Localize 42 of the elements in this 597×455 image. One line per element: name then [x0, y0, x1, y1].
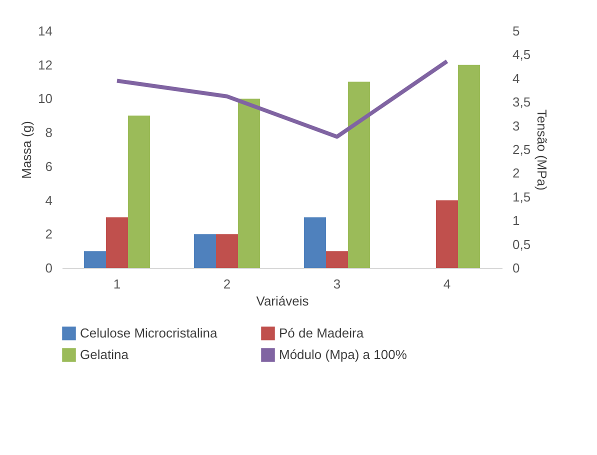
- y2-tick-label: 2,5: [512, 142, 531, 157]
- y2-tick-label: 4,5: [512, 47, 531, 62]
- y-tick-label: 10: [38, 91, 52, 106]
- y-tick-label: 8: [45, 125, 52, 140]
- y2-tick-label: 1: [512, 213, 520, 228]
- y2-tick-label: 3: [512, 118, 520, 134]
- bar: [304, 217, 326, 268]
- y2-tick-label: 0: [512, 260, 520, 276]
- bar: [128, 116, 150, 268]
- y2-tick-label: 2: [512, 166, 520, 181]
- x-tick-label: 3: [333, 276, 341, 292]
- y2-tick-label: 4: [512, 70, 520, 86]
- y-tick-label: 6: [45, 158, 52, 174]
- legend-label: Módulo (Mpa) a 100%: [279, 347, 408, 362]
- y2-tick-label: 5: [512, 24, 520, 38]
- x-tick-label: 1: [113, 276, 121, 292]
- bar: [436, 200, 458, 268]
- y-tick-label: 0: [45, 260, 52, 276]
- x-tick-label: 4: [443, 276, 451, 292]
- bar: [194, 234, 216, 268]
- y-tick-label: 14: [38, 24, 52, 38]
- y2-axis-title: Tensão (MPa): [534, 110, 550, 190]
- legend-label: Celulose Microcristalina: [80, 325, 218, 340]
- y-tick-label: 4: [45, 192, 52, 208]
- bar: [348, 82, 370, 268]
- y2-tick-label: 0,5: [512, 236, 531, 252]
- bar: [458, 64, 480, 268]
- legend-label: Pó de Madeira: [279, 325, 364, 340]
- bar: [106, 217, 128, 268]
- line-series: [115, 59, 449, 139]
- bar: [216, 234, 238, 268]
- y2-tick-label: 3,5: [512, 94, 531, 110]
- bar: [326, 251, 348, 268]
- y-axis-title: Massa (g): [19, 121, 34, 179]
- y2-tick-label: 1,5: [512, 189, 531, 204]
- x-axis-title: Variáveis: [256, 294, 310, 308]
- bar: [238, 98, 260, 268]
- y-tick-label: 12: [38, 57, 52, 72]
- x-tick-label: 2: [223, 276, 231, 292]
- y-tick-label: 2: [45, 226, 52, 242]
- legend-label: Gelatina: [80, 347, 130, 362]
- bar: [84, 251, 106, 268]
